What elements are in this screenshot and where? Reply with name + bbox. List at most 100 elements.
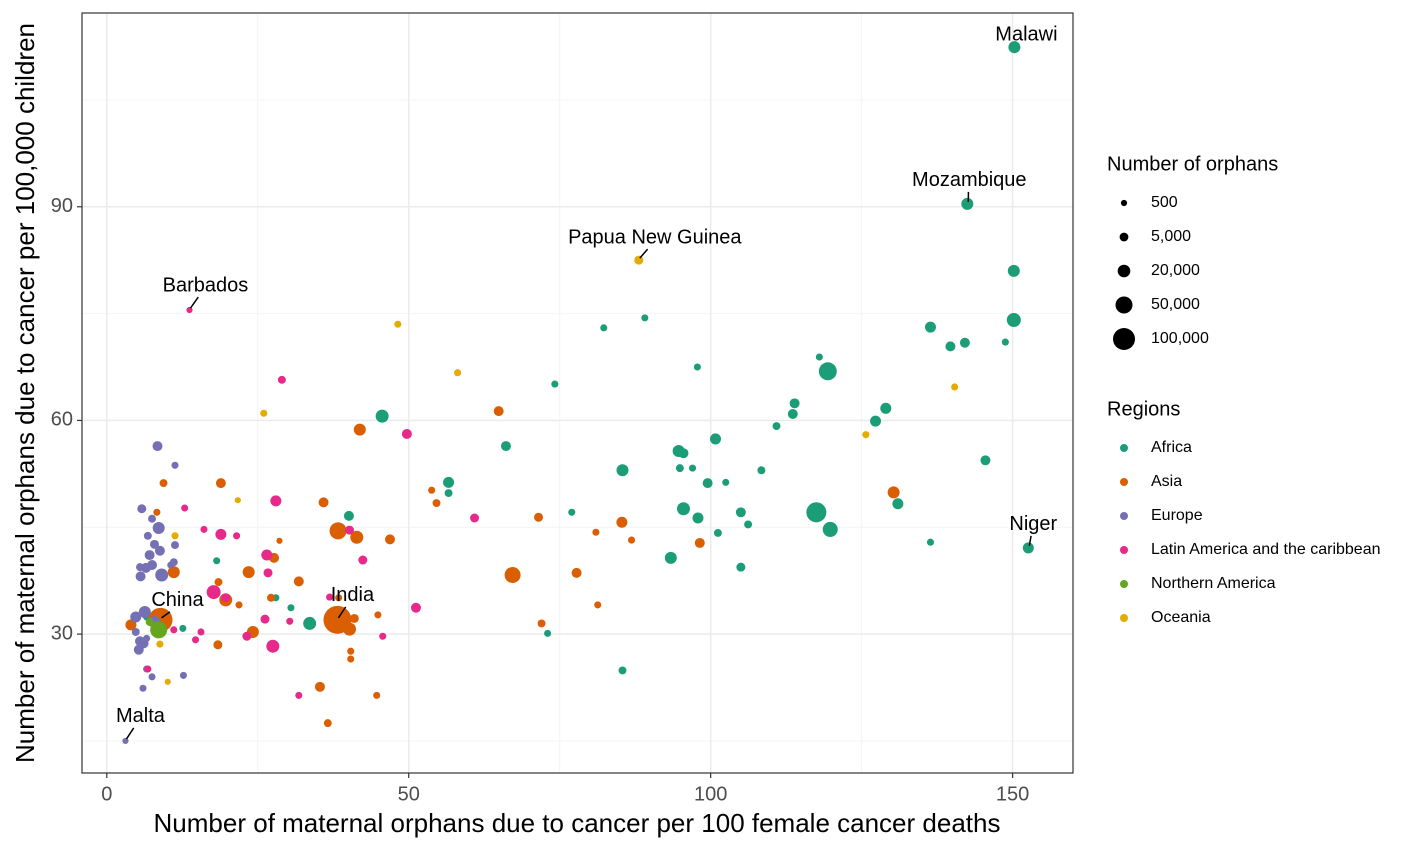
data-point	[155, 546, 165, 556]
data-point	[358, 556, 367, 565]
data-point	[880, 403, 891, 414]
data-point	[295, 692, 302, 699]
data-point	[788, 409, 798, 419]
data-point	[892, 498, 903, 509]
data-point	[215, 578, 223, 586]
data-point	[286, 618, 293, 625]
data-point	[303, 617, 316, 630]
legend-label: Europe	[1151, 507, 1203, 524]
data-point	[494, 406, 504, 416]
data-point	[132, 628, 140, 636]
data-point	[324, 719, 332, 727]
data-point	[170, 558, 178, 566]
data-point	[592, 529, 599, 536]
data-point	[242, 632, 251, 641]
annotation-label: Barbados	[163, 274, 249, 296]
data-point	[160, 479, 168, 487]
data-point	[344, 511, 354, 521]
annotation-label: Papua New Guinea	[568, 226, 742, 248]
data-point	[260, 615, 269, 624]
data-point	[171, 541, 179, 549]
data-point	[568, 509, 575, 516]
data-point	[276, 538, 282, 544]
data-point	[695, 538, 705, 548]
data-point	[266, 640, 279, 653]
data-point	[411, 603, 421, 613]
data-point	[147, 560, 157, 570]
data-point	[180, 672, 187, 679]
legend-key	[1120, 580, 1128, 588]
data-point	[143, 635, 150, 642]
data-point	[744, 520, 752, 528]
data-point	[819, 362, 837, 380]
data-point	[345, 526, 354, 535]
data-point	[927, 539, 934, 546]
data-point	[641, 314, 648, 321]
size-legend-key	[1120, 233, 1129, 242]
legend-label: Oceania	[1151, 609, 1211, 626]
data-point	[197, 628, 204, 635]
data-point	[816, 353, 823, 360]
data-point	[374, 611, 381, 618]
data-point	[315, 682, 325, 692]
data-point	[402, 429, 412, 439]
data-point	[689, 465, 696, 472]
data-point	[153, 441, 163, 451]
data-point	[888, 486, 900, 498]
data-point	[433, 499, 441, 507]
data-point	[501, 441, 511, 451]
size-legend-label: 5,000	[1151, 228, 1191, 245]
data-point	[961, 198, 973, 210]
annotation-label: Niger	[1009, 513, 1057, 535]
data-point	[710, 433, 721, 444]
data-point	[376, 410, 389, 423]
size-legend-label: 500	[1151, 194, 1178, 211]
plot-background	[82, 13, 1073, 773]
size-legend-label: 50,000	[1151, 296, 1200, 313]
data-point	[170, 626, 177, 633]
data-point	[171, 532, 178, 539]
data-point	[736, 507, 746, 517]
data-point	[538, 619, 546, 627]
legend-key	[1120, 614, 1128, 622]
annotation-label: Mozambique	[912, 169, 1027, 191]
data-point	[179, 625, 186, 632]
data-point	[235, 497, 241, 503]
data-point	[1002, 339, 1009, 346]
legend-label: Latin America and the caribbean	[1151, 541, 1380, 558]
data-point	[385, 534, 395, 544]
data-point	[215, 529, 226, 540]
data-point	[862, 431, 869, 438]
data-point	[200, 526, 207, 533]
data-point	[137, 504, 146, 513]
data-point	[171, 462, 178, 469]
data-point	[454, 369, 461, 376]
data-point	[534, 513, 543, 522]
x-tick-label: 100	[694, 783, 727, 805]
y-tick-label: 30	[51, 622, 73, 644]
data-point	[319, 497, 329, 507]
data-point	[443, 477, 454, 488]
data-point	[221, 593, 230, 602]
data-point	[145, 550, 155, 560]
data-point	[267, 594, 275, 602]
y-tick-label: 90	[51, 195, 73, 217]
legend-key	[1120, 444, 1128, 452]
data-point	[260, 410, 267, 417]
y-tick-label: 60	[51, 409, 73, 431]
size-legend-key	[1115, 296, 1132, 313]
data-point	[980, 455, 990, 465]
data-point	[379, 633, 386, 640]
data-point	[243, 566, 255, 578]
data-point	[634, 256, 643, 265]
data-point	[148, 515, 156, 523]
x-axis-title: Number of maternal orphans due to cancer…	[154, 808, 1001, 838]
data-point	[373, 692, 380, 699]
data-point	[445, 489, 453, 497]
data-point	[122, 738, 128, 744]
data-point	[139, 606, 151, 618]
legend: Number of orphans Regions 5005,00020,000…	[1107, 153, 1380, 626]
size-legend-label: 20,000	[1151, 262, 1200, 279]
data-point	[330, 522, 347, 539]
